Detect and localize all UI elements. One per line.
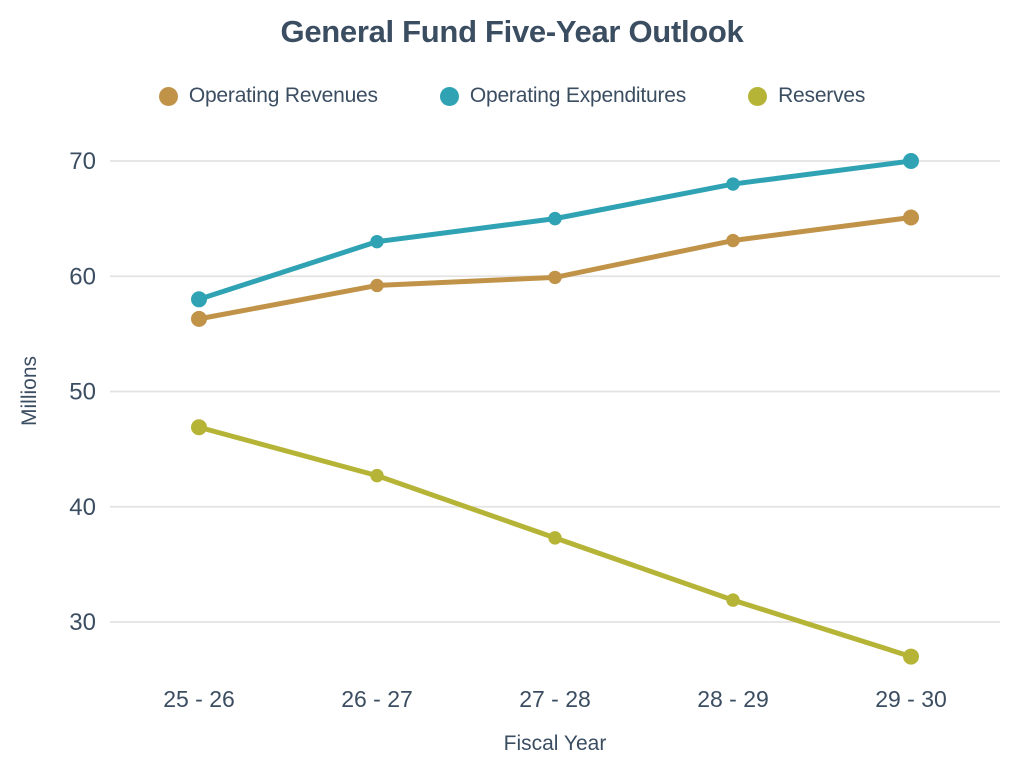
gridlines-group: [110, 160, 1000, 623]
data-point: [548, 211, 562, 226]
data-point: [370, 234, 384, 249]
data-point: [726, 233, 740, 248]
data-point: [370, 468, 384, 483]
legend-swatch-operating-expenditures: [439, 86, 459, 106]
series-layer: [191, 153, 919, 665]
data-point: [191, 419, 207, 436]
x-axis-tick-label: 28 - 29: [697, 686, 769, 712]
data-point: [548, 270, 562, 285]
legend-label-operating-revenues: Operating Revenues: [188, 84, 378, 107]
y-axis-tick-labels: 30 40 50 60 70: [69, 148, 96, 636]
data-point: [370, 278, 384, 293]
y-axis-tick-label: 70: [69, 148, 96, 175]
x-axis-tick-labels: 25 - 26 26 - 27 27 - 28 28 - 29 29 - 30: [163, 686, 947, 712]
data-point: [903, 648, 919, 665]
y-axis-title: Millions: [18, 356, 41, 426]
legend-item-reserves[interactable]: Reserves: [748, 84, 865, 108]
y-axis-tick-label: 50: [69, 379, 96, 406]
x-axis-tick-label: 25 - 26: [163, 686, 235, 712]
x-axis-title: Fiscal Year: [504, 732, 607, 755]
y-axis-tick-label: 60: [69, 263, 96, 290]
data-point: [726, 177, 740, 191]
y-axis-tick-label: 40: [69, 494, 96, 521]
legend-item-operating-revenues[interactable]: Operating Revenues: [158, 84, 378, 108]
data-point: [548, 531, 562, 545]
data-point: [726, 593, 740, 607]
legend-item-operating-expenditures[interactable]: Operating Expenditures: [439, 84, 687, 108]
chart-legend: Operating Revenues Operating Expenditure…: [0, 84, 1024, 108]
legend-swatch-reserves: [748, 86, 768, 106]
chart-title: General Fund Five-Year Outlook: [280, 14, 744, 49]
series-line: [196, 214, 914, 322]
x-axis-tick-label: 27 - 28: [519, 686, 591, 712]
data-point: [191, 310, 207, 327]
y-axis-tick-label: 30: [69, 609, 96, 636]
legend-swatch-operating-revenues: [158, 86, 178, 106]
data-point: [903, 153, 919, 169]
data-point: [191, 291, 207, 308]
legend-label-reserves: Reserves: [778, 84, 866, 107]
data-point: [903, 209, 919, 226]
legend-label-operating-expenditures: Operating Expenditures: [469, 84, 687, 107]
x-axis-tick-label: 29 - 30: [875, 686, 947, 712]
x-axis-tick-label: 26 - 27: [341, 686, 413, 712]
